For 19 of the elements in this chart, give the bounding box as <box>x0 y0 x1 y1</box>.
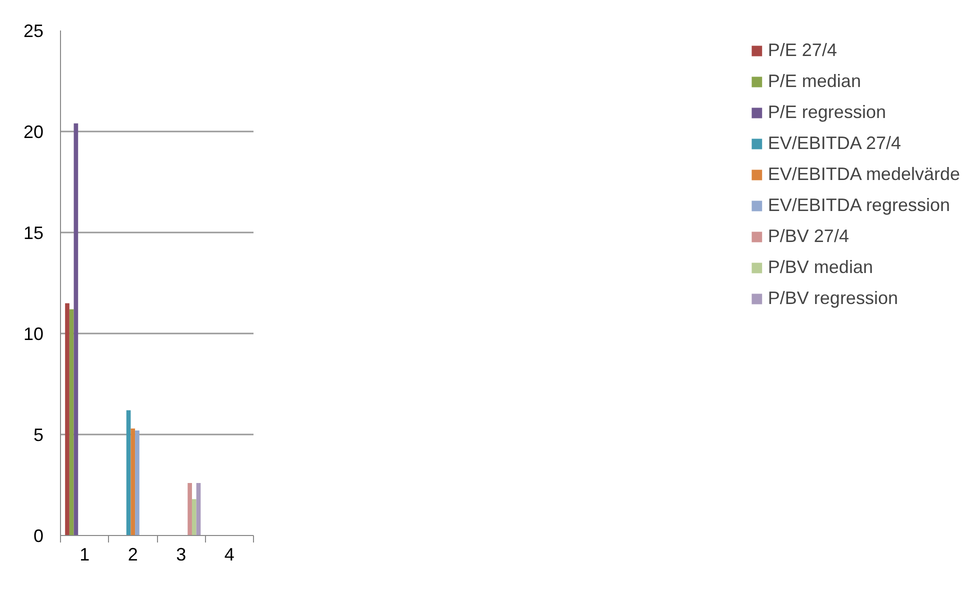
legend-label: P/E 27/4 <box>768 40 837 61</box>
legend-label: EV/EBITDA 27/4 <box>768 133 901 154</box>
legend-label: P/E median <box>768 71 861 92</box>
y-tick-label: 25 <box>23 21 44 41</box>
x-tick-label: 2 <box>128 544 138 564</box>
legend-label: P/E regression <box>768 102 886 123</box>
legend-label: EV/EBITDA medelvärde <box>768 164 960 185</box>
legend-label: P/BV regression <box>768 288 898 309</box>
legend-label: EV/EBITDA regression <box>768 195 950 216</box>
y-tick-label: 20 <box>23 122 44 142</box>
x-tick-label: 1 <box>80 544 90 564</box>
y-tick-label: 5 <box>33 425 44 445</box>
legend-label: P/BV median <box>768 257 873 278</box>
y-tick-label: 10 <box>23 324 44 344</box>
x-tick-label: 3 <box>176 544 186 564</box>
y-tick-label: 15 <box>23 223 44 243</box>
legend-label: P/BV 27/4 <box>768 226 849 247</box>
y-tick-label: 0 <box>33 526 44 546</box>
x-tick-label: 4 <box>224 544 234 564</box>
